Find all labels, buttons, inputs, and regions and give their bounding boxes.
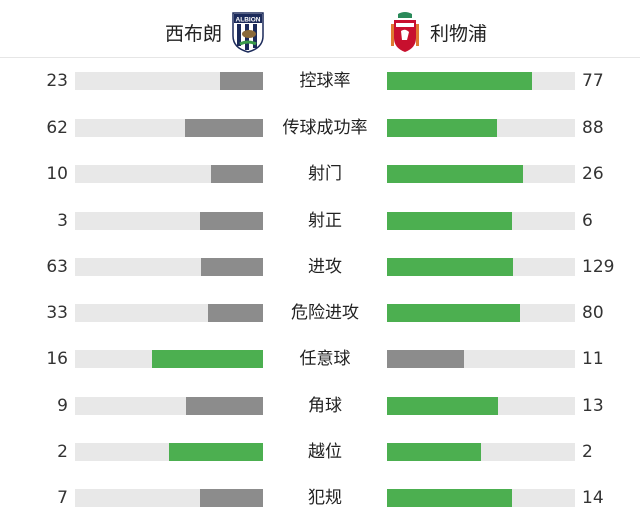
home-bar-fill (200, 212, 263, 230)
away-bar-fill (387, 258, 514, 276)
home-bar-fill (219, 72, 263, 90)
home-bar-fill (210, 165, 263, 183)
stat-label: 角球 (308, 396, 342, 416)
stat-label: 射正 (308, 211, 342, 231)
home-bar-track (75, 72, 263, 90)
stat-row: 16 任意球 11 (0, 349, 640, 369)
home-value: 63 (46, 257, 68, 277)
stat-label: 犯规 (308, 488, 342, 508)
away-bar-track (387, 258, 575, 276)
away-value: 88 (582, 118, 604, 138)
home-bar-fill (169, 443, 263, 461)
home-bar-fill (200, 489, 263, 507)
away-bar-track (387, 119, 575, 137)
home-bar-fill (186, 397, 263, 415)
stat-row: 33 危险进攻 80 (0, 303, 640, 323)
away-bar-fill (387, 304, 521, 322)
home-value: 23 (46, 71, 68, 91)
stat-row: 63 进攻 129 (0, 257, 640, 277)
home-bar-track (75, 212, 263, 230)
away-bar-track (387, 350, 575, 368)
svg-text:ALBION: ALBION (236, 17, 261, 24)
away-bar-track (387, 397, 575, 415)
stat-row: 9 角球 13 (0, 396, 640, 416)
home-value: 10 (46, 164, 68, 184)
away-value: 6 (582, 211, 593, 231)
away-value: 13 (582, 396, 604, 416)
away-bar-fill (387, 489, 513, 507)
home-bar-fill (208, 304, 263, 322)
home-bar-track (75, 304, 263, 322)
home-bar-fill (201, 258, 263, 276)
home-team-name: 西布朗 (165, 22, 223, 45)
home-bar-fill (151, 350, 263, 368)
home-bar-track (75, 119, 263, 137)
home-bar-track (75, 350, 263, 368)
away-bar-fill (387, 350, 464, 368)
away-team: 利物浦 (390, 10, 487, 54)
away-bar-fill (387, 72, 532, 90)
stat-label: 进攻 (308, 257, 342, 277)
home-team: 西布朗 ALBION (165, 10, 266, 54)
home-value: 16 (46, 349, 68, 369)
match-header: 西布朗 ALBION 利物浦 (0, 0, 640, 58)
home-bar-track (75, 165, 263, 183)
away-bar-fill (387, 165, 523, 183)
away-bar-fill (387, 443, 481, 461)
home-value: 7 (57, 488, 68, 508)
home-bar-track (75, 443, 263, 461)
home-value: 9 (57, 396, 68, 416)
away-bar-track (387, 443, 575, 461)
away-value: 80 (582, 303, 604, 323)
stat-label: 射门 (308, 164, 342, 184)
away-value: 77 (582, 71, 604, 91)
home-bar-fill (185, 119, 263, 137)
away-bar-track (387, 72, 575, 90)
stat-row: 2 越位 2 (0, 442, 640, 462)
away-team-name: 利物浦 (430, 22, 488, 45)
home-value: 3 (57, 211, 68, 231)
west-brom-crest-icon: ALBION (232, 12, 264, 53)
stat-row: 10 射门 26 (0, 164, 640, 184)
home-value: 62 (46, 118, 68, 138)
stat-row: 23 控球率 77 (0, 71, 640, 91)
home-value: 33 (46, 303, 68, 323)
stat-row: 7 犯规 14 (0, 488, 640, 508)
stat-label: 控球率 (299, 71, 351, 91)
home-bar-track (75, 258, 263, 276)
away-bar-track (387, 304, 575, 322)
stat-label: 传球成功率 (282, 118, 368, 138)
stat-label: 危险进攻 (291, 303, 359, 323)
away-bar-track (387, 212, 575, 230)
home-bar-track (75, 489, 263, 507)
stat-row: 62 传球成功率 88 (0, 118, 640, 138)
away-value: 14 (582, 488, 604, 508)
away-value: 26 (582, 164, 604, 184)
away-bar-track (387, 489, 575, 507)
stat-row: 3 射正 6 (0, 211, 640, 231)
liverpool-crest-icon (391, 12, 419, 52)
away-value: 129 (582, 257, 615, 277)
away-value: 11 (582, 349, 604, 369)
stat-label: 任意球 (299, 349, 351, 369)
home-bar-track (75, 397, 263, 415)
away-bar-track (387, 165, 575, 183)
away-bar-fill (387, 212, 513, 230)
stat-label: 越位 (308, 442, 342, 462)
away-value: 2 (582, 442, 593, 462)
away-bar-fill (387, 397, 499, 415)
home-value: 2 (57, 442, 68, 462)
away-bar-fill (387, 119, 498, 137)
